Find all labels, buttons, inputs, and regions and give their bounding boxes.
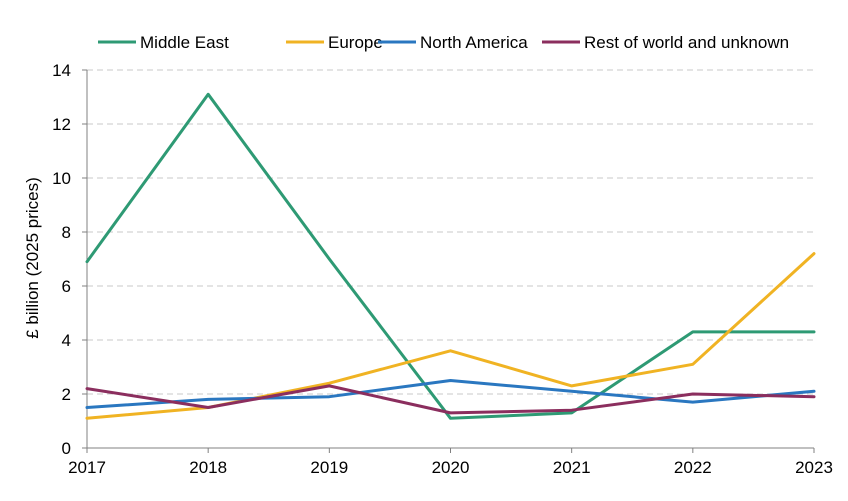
x-tick-label: 2023 [795, 458, 833, 477]
x-tick-label: 2022 [674, 458, 712, 477]
y-tick-label: 10 [52, 169, 71, 188]
y-tick-label: 4 [62, 331, 71, 350]
series-line-north-america [85, 379, 816, 409]
x-tick-label: 2020 [432, 458, 470, 477]
axes [82, 69, 815, 453]
legend-label: Europe [328, 33, 383, 52]
x-tick-label: 2021 [553, 458, 591, 477]
gridlines [87, 69, 814, 395]
legend-label: Rest of world and unknown [584, 33, 789, 52]
y-tick-labels: 0 2 4 6 8 10 12 14 [52, 61, 71, 458]
x-tick-label: 2018 [189, 458, 227, 477]
series-lines [85, 92, 816, 420]
legend: Middle East Europe North America Rest of wo… [98, 33, 789, 52]
legend-label: North America [420, 33, 528, 52]
y-tick-label: 0 [62, 439, 71, 458]
y-tick-label: 6 [62, 277, 71, 296]
y-tick-label: 12 [52, 115, 71, 134]
y-tick-label: 14 [52, 61, 71, 80]
x-tick-labels: 2017 2018 2019 2020 2021 2022 2023 [68, 458, 833, 477]
y-axis-title: £ billion (2025 prices) [23, 177, 42, 339]
legend-label: Middle East [140, 33, 229, 52]
y-tick-label: 8 [62, 223, 71, 242]
series-line-middle-east [85, 92, 816, 420]
y-tick-label: 2 [62, 385, 71, 404]
series-line-rest-of-world-and-unknown [85, 384, 816, 415]
x-tick-label: 2017 [68, 458, 106, 477]
x-tick-label: 2019 [310, 458, 348, 477]
